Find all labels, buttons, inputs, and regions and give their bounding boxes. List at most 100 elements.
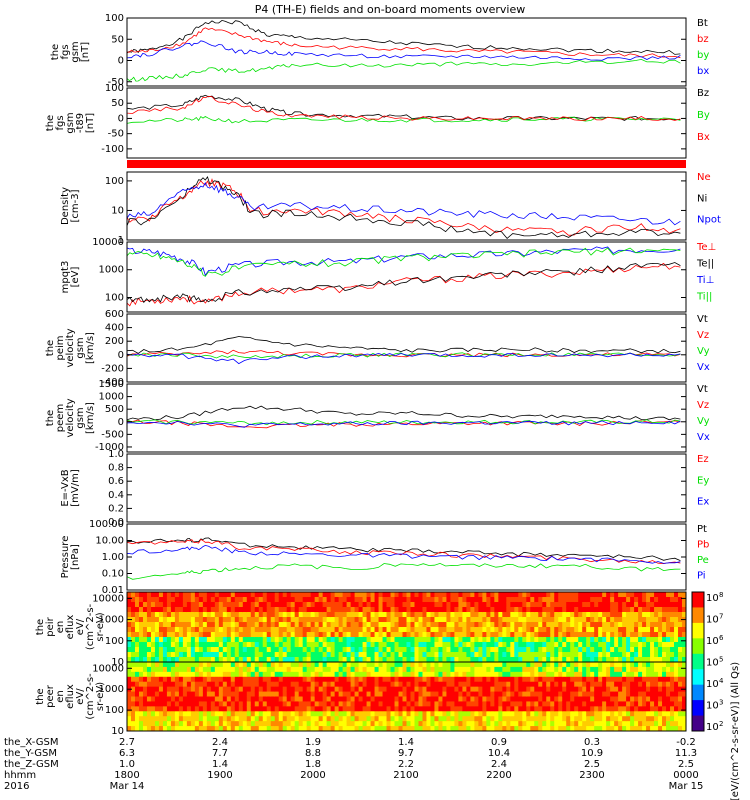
heatmap-cell [650,602,655,608]
heatmap-cell [198,671,204,678]
heatmap-cell [234,657,240,663]
heatmap-cell [614,612,619,618]
heatmap-cell [266,716,272,722]
heatmap-cell [254,716,260,722]
heatmap-cell [270,622,276,628]
heatmap-cell [530,617,535,623]
heatmap-cell [238,686,244,693]
heatmap-cell [486,632,491,638]
heatmap-cell [370,617,376,623]
heatmap-cell [334,637,340,643]
heatmap-cell [610,711,615,717]
heatmap-cell [566,701,571,707]
heatmap-cell [482,691,487,697]
heatmap-cell [634,671,639,678]
heatmap-cell [394,607,400,613]
heatmap-cell [614,632,619,638]
heatmap-cell [410,696,415,702]
heatmap-cell [362,681,368,688]
heatmap-cell [538,686,543,693]
heatmap-cell [362,607,368,613]
heatmap-cell [258,711,264,717]
heatmap-cell [518,622,523,628]
heatmap-cell [630,711,635,717]
heatmap-cell [458,711,463,717]
heatmap-cell [622,622,627,628]
heatmap-cell [286,657,292,663]
heatmap-cell [654,706,659,712]
heatmap-cell [442,686,447,693]
heatmap-cell [282,681,288,688]
heatmap-cell [594,676,599,683]
heatmap-cell [650,706,655,712]
heatmap-cell [522,716,527,722]
heatmap-cell [510,701,515,707]
heatmap-cell [374,632,380,638]
heatmap-cell [586,701,591,707]
heatmap-cell [346,612,352,618]
heatmap-cell [454,612,459,618]
heatmap-cell [454,627,459,633]
heatmap-cell [222,671,228,678]
colorbar-tick-exponent: 5 [719,656,723,664]
heatmap-cell [426,607,431,613]
heatmap-cell [358,666,364,673]
heatmap-cell [402,592,407,598]
heatmap-cell [410,647,415,653]
heatmap-cell [534,652,539,658]
heatmap-cell [326,597,332,603]
heatmap-cell [506,632,511,638]
heatmap-cell [246,691,252,697]
y-axis-label: mpqt3 [60,261,71,294]
heatmap-cell [386,681,392,688]
heatmap-cell [414,701,419,707]
heatmap-cell [130,592,136,598]
heatmap-cell [582,597,587,603]
heatmap-cell [466,627,471,633]
heatmap-cell [486,627,491,633]
heatmap-cell [138,701,144,707]
heatmap-cell [178,676,184,683]
heatmap-cell [258,671,264,678]
heatmap-cell [390,726,396,732]
heatmap-cell [246,602,252,608]
heatmap-cell [146,632,152,638]
heatmap-cell [618,592,623,598]
heatmap-cell [582,711,587,717]
heatmap-cell [566,622,571,628]
heatmap-cell [246,637,252,643]
heatmap-cell [310,666,316,673]
heatmap-cell [342,642,348,648]
heatmap-cell [374,647,380,653]
heatmap-cell [630,662,635,668]
heatmap-cell [654,662,659,668]
heatmap-cell [646,632,651,638]
heatmap-cell [386,676,392,683]
heatmap-cell [534,691,539,697]
heatmap-cell [354,671,360,678]
heatmap-cell [422,662,427,668]
heatmap-cell [566,716,571,722]
heatmap-cell [286,726,292,732]
heatmap-cell [614,637,619,643]
heatmap-cell [310,726,316,732]
heatmap-cell [138,612,144,618]
heatmap-cell [662,627,667,633]
heatmap-cell [130,716,136,722]
heatmap-cell [402,696,407,702]
heatmap-cell [462,721,467,727]
heatmap-cell [522,691,527,697]
legend-Te⊥: Te⊥ [696,242,716,253]
heatmap-cell [358,637,364,643]
heatmap-cell [310,597,316,603]
legend-Ey: Ey [697,475,709,486]
heatmap-cell [494,706,499,712]
heatmap-cell [630,726,635,732]
heatmap-cell [626,597,631,603]
heatmap-cell [146,666,152,673]
heatmap-cell [178,671,184,678]
legend-Ti||: Ti|| [696,292,712,303]
heatmap-cell [566,632,571,638]
heatmap-cell [506,721,511,727]
